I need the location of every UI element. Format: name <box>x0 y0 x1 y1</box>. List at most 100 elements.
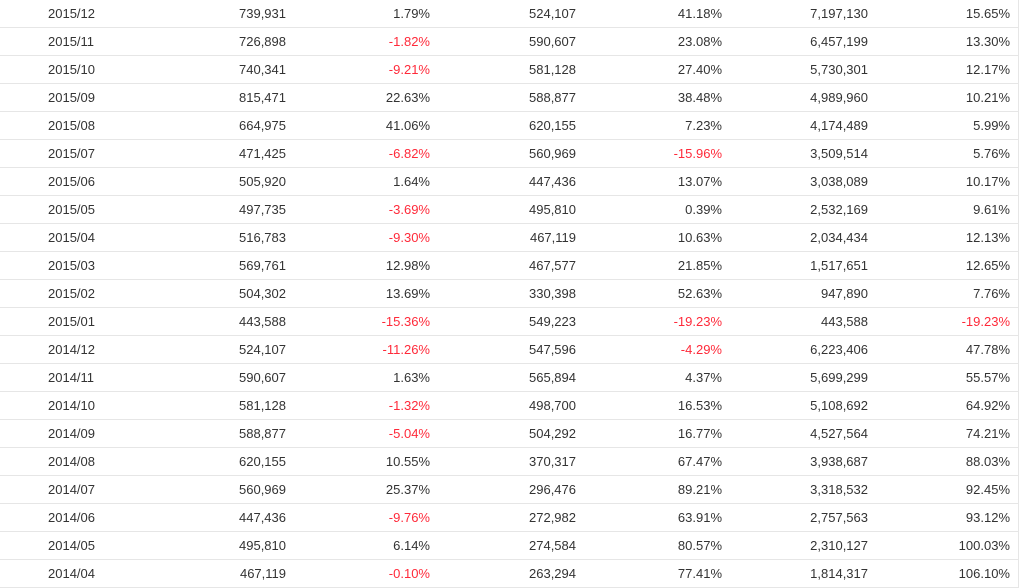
cumulative-change-cell: 12.13% <box>872 223 1018 252</box>
cumulative-change-cell: 12.65% <box>872 251 1018 280</box>
month-cell: 2014/11 <box>0 363 150 392</box>
change-b-cell: 4.37% <box>580 363 726 392</box>
value-a-cell: 569,761 <box>150 251 290 280</box>
change-b-cell: 38.48% <box>580 83 726 112</box>
cumulative-change-cell: 93.12% <box>872 503 1018 532</box>
table-row: 2015/10 740,341 -9.21% 581,128 27.40% 5,730,3… <box>0 55 1018 84</box>
month-cell: 2014/08 <box>0 447 150 476</box>
month-cell: 2014/05 <box>0 531 150 560</box>
month-cell: 2015/10 <box>0 55 150 84</box>
cumulative-cell: 1,517,651 <box>726 251 872 280</box>
cumulative-change-cell: 7.76% <box>872 279 1018 308</box>
change-a-cell: 6.14% <box>290 531 434 560</box>
change-b-cell: 23.08% <box>580 27 726 56</box>
value-a-cell: 664,975 <box>150 111 290 140</box>
value-a-cell: 447,436 <box>150 503 290 532</box>
table-row: 2014/04 467,119 -0.10% 263,294 77.41% 1,814,3… <box>0 559 1018 588</box>
change-b-cell: 16.53% <box>580 391 726 420</box>
cumulative-change-cell: 10.21% <box>872 83 1018 112</box>
change-b-cell: 52.63% <box>580 279 726 308</box>
table-row: 2014/07 560,969 25.37% 296,476 89.21% 3,318,5… <box>0 475 1018 504</box>
change-b-cell: -15.96% <box>580 139 726 168</box>
value-a-cell: 588,877 <box>150 419 290 448</box>
table-row: 2015/07 471,425 -6.82% 560,969 -15.96% 3,509,… <box>0 139 1018 168</box>
value-b-cell: 581,128 <box>434 55 580 84</box>
month-cell: 2014/04 <box>0 559 150 588</box>
cumulative-change-cell: 55.57% <box>872 363 1018 392</box>
cumulative-cell: 7,197,130 <box>726 0 872 28</box>
value-a-cell: 504,302 <box>150 279 290 308</box>
cumulative-cell: 5,699,299 <box>726 363 872 392</box>
value-a-cell: 726,898 <box>150 27 290 56</box>
change-b-cell: 89.21% <box>580 475 726 504</box>
cumulative-cell: 2,034,434 <box>726 223 872 252</box>
cumulative-change-cell: 74.21% <box>872 419 1018 448</box>
value-b-cell: 524,107 <box>434 0 580 28</box>
value-b-cell: 467,577 <box>434 251 580 280</box>
value-b-cell: 588,877 <box>434 83 580 112</box>
value-a-cell: 581,128 <box>150 391 290 420</box>
table-row: 2014/08 620,155 10.55% 370,317 67.47% 3,938,6… <box>0 447 1018 476</box>
month-cell: 2015/07 <box>0 139 150 168</box>
value-a-cell: 443,588 <box>150 307 290 336</box>
cumulative-cell: 2,757,563 <box>726 503 872 532</box>
month-cell: 2015/12 <box>0 0 150 28</box>
cumulative-cell: 3,509,514 <box>726 139 872 168</box>
value-a-cell: 560,969 <box>150 475 290 504</box>
cumulative-cell: 4,989,960 <box>726 83 872 112</box>
cumulative-cell: 947,890 <box>726 279 872 308</box>
cumulative-change-cell: 5.76% <box>872 139 1018 168</box>
cumulative-cell: 443,588 <box>726 307 872 336</box>
value-b-cell: 565,894 <box>434 363 580 392</box>
change-b-cell: -19.23% <box>580 307 726 336</box>
cumulative-cell: 3,038,089 <box>726 167 872 196</box>
change-b-cell: 67.47% <box>580 447 726 476</box>
change-a-cell: 10.55% <box>290 447 434 476</box>
change-a-cell: -9.21% <box>290 55 434 84</box>
value-b-cell: 495,810 <box>434 195 580 224</box>
change-b-cell: 41.18% <box>580 0 726 28</box>
change-a-cell: 22.63% <box>290 83 434 112</box>
change-a-cell: 25.37% <box>290 475 434 504</box>
change-a-cell: -6.82% <box>290 139 434 168</box>
value-b-cell: 498,700 <box>434 391 580 420</box>
cumulative-change-cell: 100.03% <box>872 531 1018 560</box>
month-cell: 2015/05 <box>0 195 150 224</box>
change-a-cell: 1.79% <box>290 0 434 28</box>
cumulative-cell: 3,318,532 <box>726 475 872 504</box>
value-b-cell: 467,119 <box>434 223 580 252</box>
cumulative-cell: 6,457,199 <box>726 27 872 56</box>
change-b-cell: 27.40% <box>580 55 726 84</box>
value-b-cell: 330,398 <box>434 279 580 308</box>
table-row: 2015/12 739,931 1.79% 524,107 41.18% 7,197,13… <box>0 0 1018 28</box>
change-b-cell: 0.39% <box>580 195 726 224</box>
cumulative-cell: 2,532,169 <box>726 195 872 224</box>
table-row: 2014/12 524,107 -11.26% 547,596 -4.29% 6,223,… <box>0 335 1018 364</box>
value-a-cell: 505,920 <box>150 167 290 196</box>
cumulative-change-cell: 13.30% <box>872 27 1018 56</box>
value-b-cell: 590,607 <box>434 27 580 56</box>
value-b-cell: 272,982 <box>434 503 580 532</box>
cumulative-change-cell: 10.17% <box>872 167 1018 196</box>
value-a-cell: 471,425 <box>150 139 290 168</box>
month-cell: 2015/02 <box>0 279 150 308</box>
table-row: 2015/06 505,920 1.64% 447,436 13.07% 3,038,08… <box>0 167 1018 196</box>
month-cell: 2014/12 <box>0 335 150 364</box>
cumulative-change-cell: 5.99% <box>872 111 1018 140</box>
value-a-cell: 516,783 <box>150 223 290 252</box>
change-a-cell: -0.10% <box>290 559 434 588</box>
value-a-cell: 590,607 <box>150 363 290 392</box>
table-row: 2014/05 495,810 6.14% 274,584 80.57% 2,310,12… <box>0 531 1018 560</box>
cumulative-cell: 5,108,692 <box>726 391 872 420</box>
change-a-cell: -9.76% <box>290 503 434 532</box>
cumulative-cell: 6,223,406 <box>726 335 872 364</box>
change-a-cell: -11.26% <box>290 335 434 364</box>
change-b-cell: 16.77% <box>580 419 726 448</box>
value-b-cell: 263,294 <box>434 559 580 588</box>
value-a-cell: 739,931 <box>150 0 290 28</box>
cumulative-change-cell: 64.92% <box>872 391 1018 420</box>
month-cell: 2014/09 <box>0 419 150 448</box>
value-b-cell: 274,584 <box>434 531 580 560</box>
table-row: 2014/09 588,877 -5.04% 504,292 16.77% 4,527,5… <box>0 419 1018 448</box>
